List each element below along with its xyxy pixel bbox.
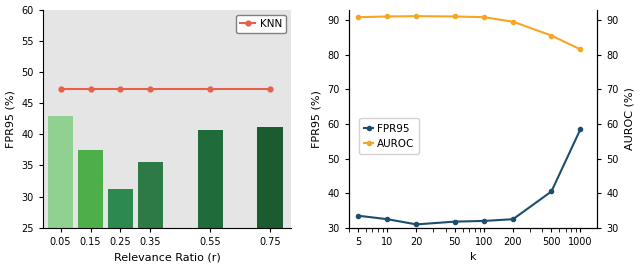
- Bar: [108, 189, 133, 268]
- Y-axis label: AUROC (%): AUROC (%): [625, 87, 634, 150]
- FPR95: [577, 128, 584, 131]
- KNN: [147, 87, 154, 90]
- FPR95: [413, 223, 420, 226]
- FPR95: [383, 218, 391, 221]
- AUROC: [548, 34, 556, 37]
- Line: FPR95: FPR95: [356, 127, 582, 226]
- AUROC: [451, 15, 459, 18]
- Legend: FPR95, AUROC: FPR95, AUROC: [359, 118, 419, 154]
- FPR95: [480, 219, 488, 222]
- Bar: [78, 150, 103, 268]
- Legend: KNN: KNN: [236, 15, 286, 33]
- AUROC: [413, 14, 420, 18]
- AUROC: [509, 20, 517, 23]
- KNN: [266, 87, 274, 90]
- X-axis label: Relevance Ratio (r): Relevance Ratio (r): [113, 252, 220, 262]
- Bar: [257, 127, 283, 268]
- Bar: [48, 116, 74, 268]
- AUROC: [383, 15, 391, 18]
- FPR95: [355, 214, 362, 217]
- KNN: [86, 87, 94, 90]
- Bar: [198, 130, 223, 268]
- Line: KNN: KNN: [58, 86, 273, 91]
- KNN: [116, 87, 124, 90]
- AUROC: [577, 48, 584, 51]
- Y-axis label: FPR95 (%): FPR95 (%): [312, 90, 322, 148]
- FPR95: [548, 190, 556, 193]
- KNN: [57, 87, 65, 90]
- Line: AUROC: AUROC: [356, 14, 582, 51]
- Y-axis label: FPR95 (%): FPR95 (%): [6, 90, 15, 148]
- AUROC: [355, 16, 362, 19]
- FPR95: [451, 220, 459, 223]
- FPR95: [509, 218, 517, 221]
- Bar: [138, 162, 163, 268]
- KNN: [207, 87, 214, 90]
- AUROC: [480, 16, 488, 19]
- X-axis label: k: k: [470, 252, 476, 262]
